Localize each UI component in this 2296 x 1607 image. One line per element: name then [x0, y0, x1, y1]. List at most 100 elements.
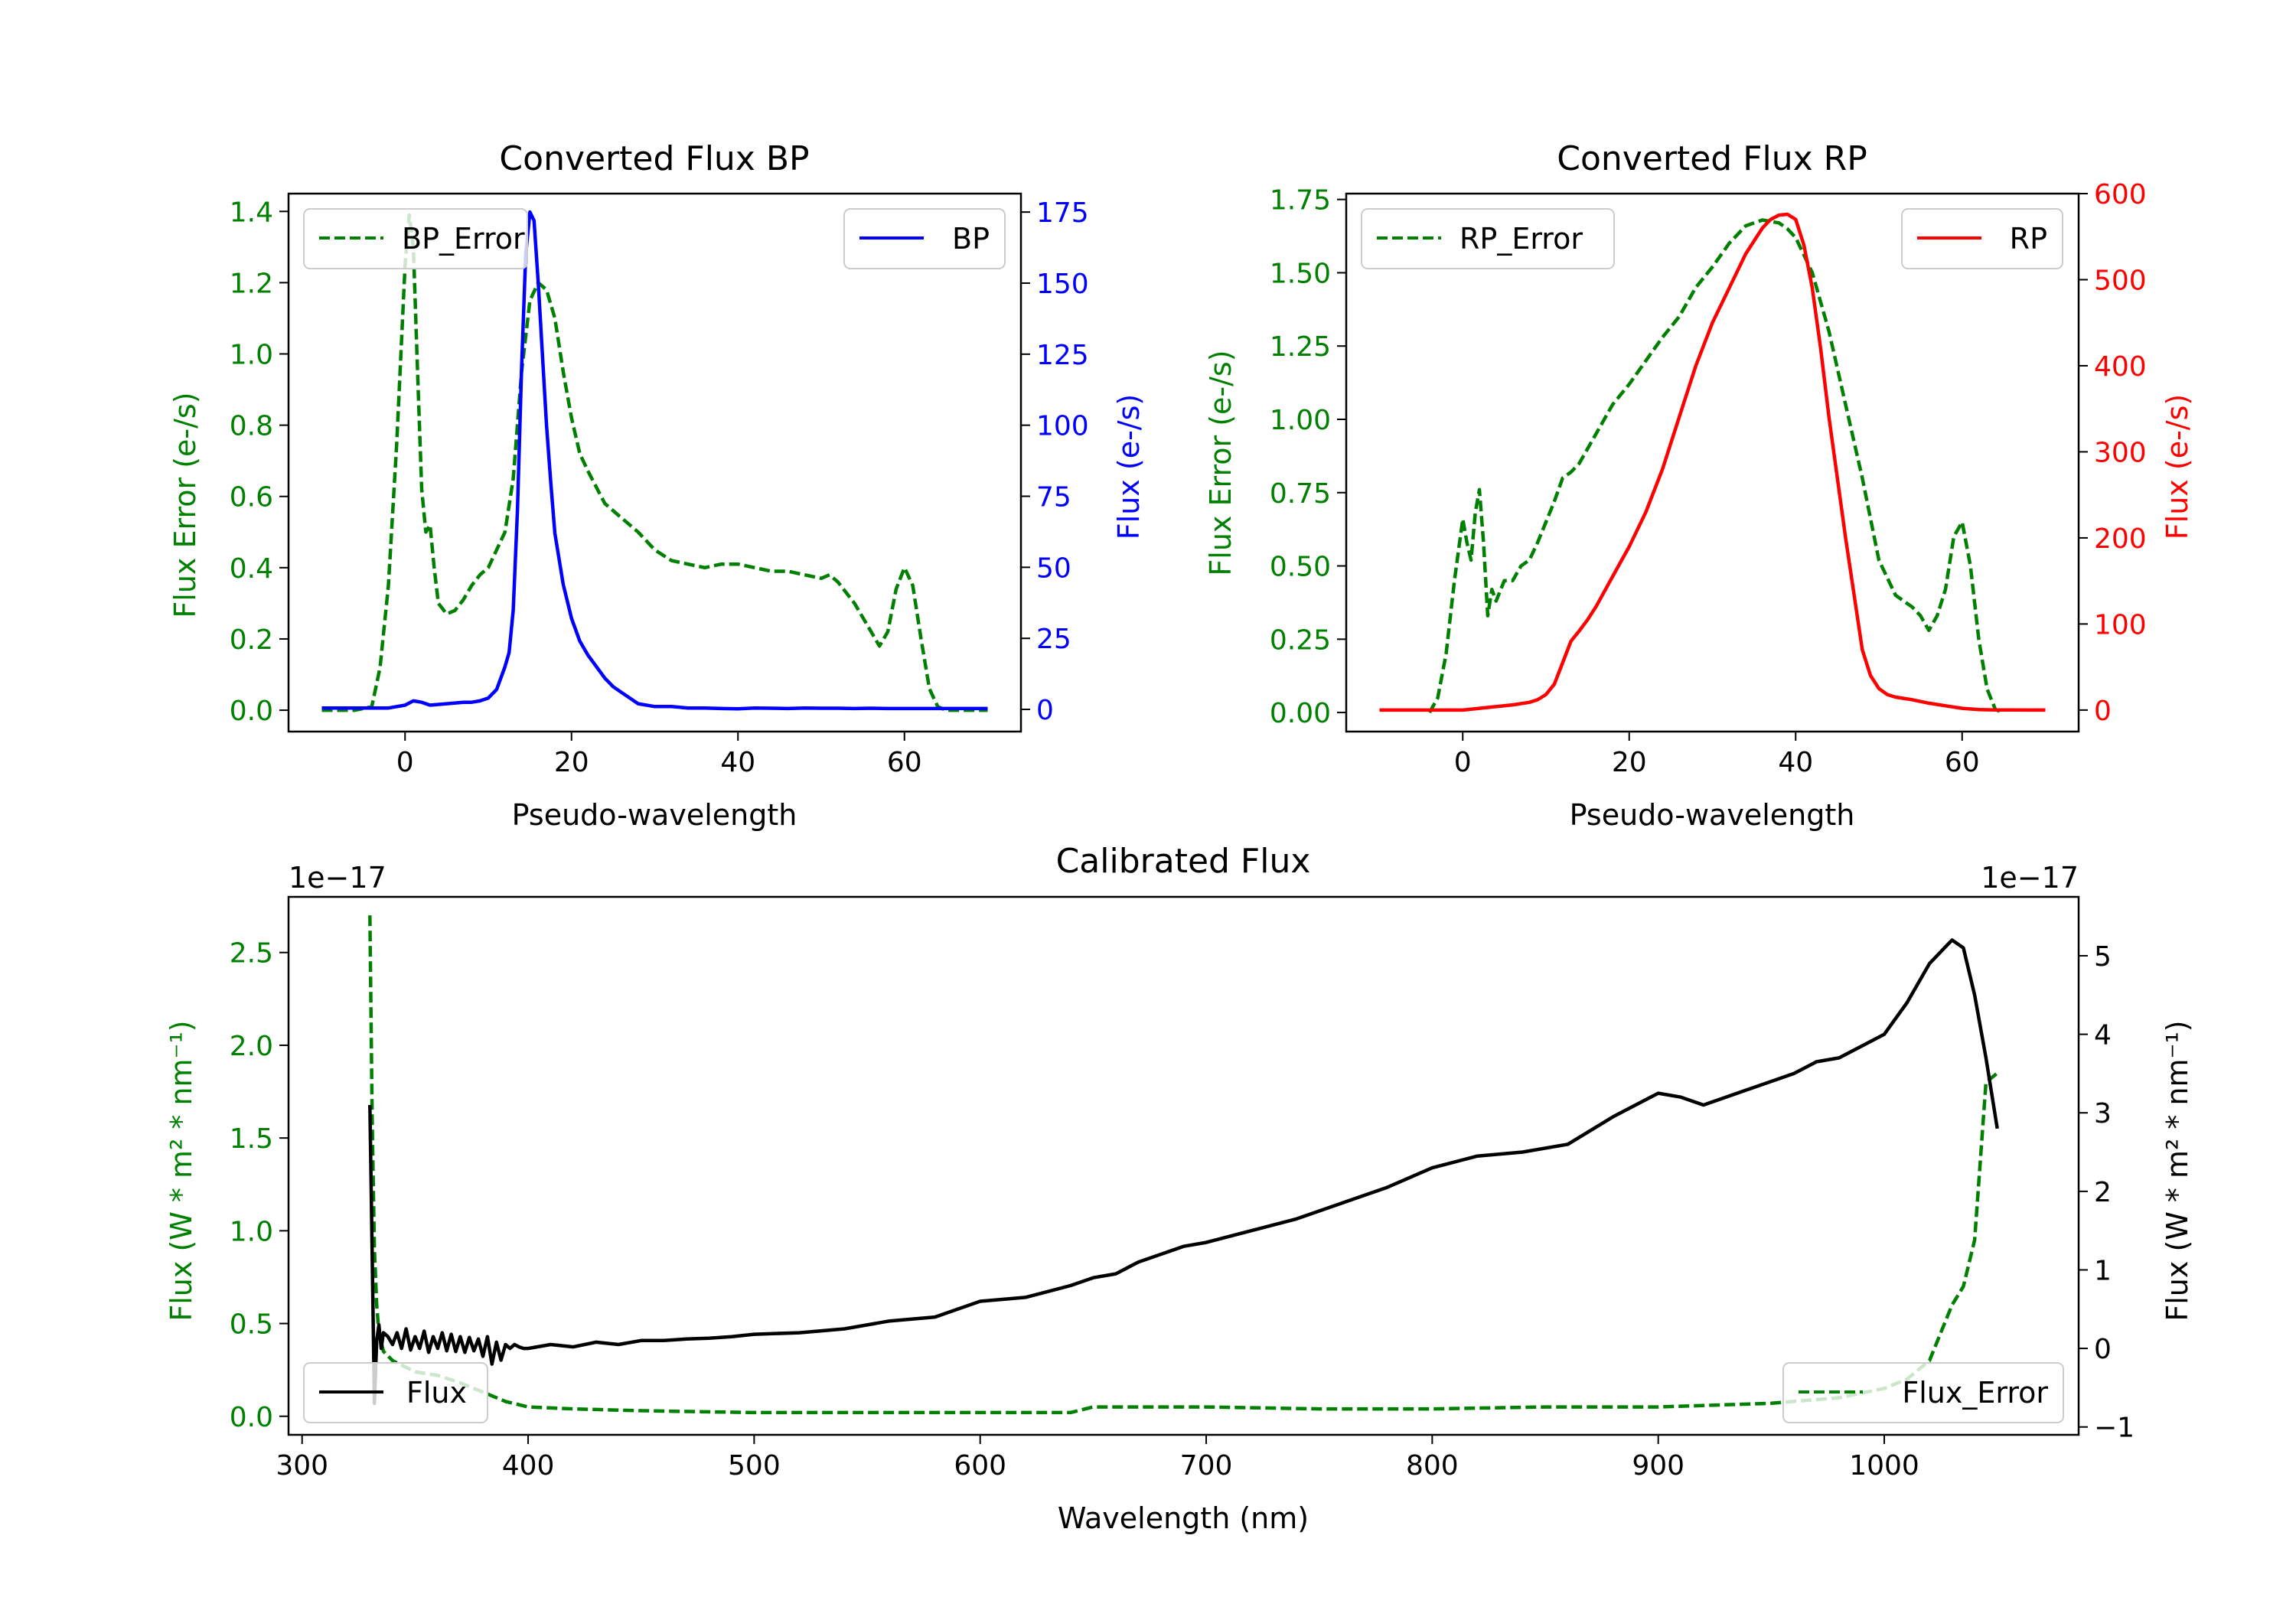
calibrated-xtick-label: 300: [276, 1450, 328, 1482]
calibrated-ytick-right-label: 1: [2094, 1255, 2112, 1286]
bp-title: Converted Flux BP: [499, 139, 809, 178]
calibrated-ytick-left-label: 1.0: [230, 1216, 273, 1247]
rp-series-rp: [1379, 212, 2046, 712]
calibrated-ylabel-left: Flux (W * m² * nm⁻¹): [165, 1020, 198, 1321]
rp-ytick-right-label: 0: [2094, 696, 2112, 727]
bp-legend-right-box: [843, 208, 1006, 269]
calibrated-xtick-label: 700: [1180, 1450, 1233, 1482]
calibrated-xtick-label: 500: [728, 1450, 781, 1482]
calibrated-ytick-right-label: −1: [2094, 1413, 2135, 1444]
bp-ytick-left-label: 0.8: [230, 411, 273, 442]
rp-ytick-left-label: 0.25: [1270, 624, 1331, 656]
bp-ytick-right-label: 0: [1036, 695, 1054, 726]
rp-xlabel: Pseudo-wavelength: [1570, 798, 1855, 832]
rp-xtick-label: 60: [1945, 747, 1980, 778]
bp-ytick-right-label: 100: [1036, 411, 1089, 442]
rp-legend-right-label: RP: [2010, 222, 2047, 256]
bp-xtick-label: 20: [554, 747, 589, 778]
bp-panel: Converted Flux BP Pseudo-wavelength Flux…: [168, 139, 1146, 832]
bp-ytick-right-label: 175: [1036, 197, 1089, 229]
calibrated-ytick-right-label: 5: [2094, 941, 2112, 973]
calibrated-ytick-left-label: 0.5: [230, 1309, 273, 1341]
calibrated-ylabel-right: Flux (W * m² * nm⁻¹): [2161, 1020, 2194, 1321]
bp-xtick-label: 60: [887, 747, 922, 778]
rp-title: Converted Flux RP: [1557, 139, 1867, 178]
bp-ytick-left-label: 1.2: [230, 268, 273, 299]
calibrated-offset-right: 1e−17: [1981, 861, 2079, 895]
rp-ytick-left-label: 1.25: [1270, 331, 1331, 363]
bp-legend-left-label: BP_Error: [402, 222, 525, 256]
calibrated-ytick-left-label: 2.5: [230, 938, 273, 970]
bp-legend-right-label: BP: [952, 222, 990, 256]
rp-legend-right: RP: [1901, 208, 2063, 269]
rp-legend-left: RP_Error: [1361, 208, 1615, 269]
bp-tick-layer: 0 20 40 60 0.0 0.2 0.4 0.6 0.8 1.0 1.2 1.4 0 25 50 75 10…: [230, 197, 1089, 778]
calibrated-ytick-right-label: 0: [2094, 1334, 2112, 1365]
bp-xlabel: Pseudo-wavelength: [512, 798, 797, 832]
calibrated-xtick-label: 800: [1406, 1450, 1459, 1482]
bp-series-bp: [321, 210, 988, 711]
calibrated-series-flux-error: [368, 915, 1999, 1415]
calibrated-xtick-label: 400: [502, 1450, 555, 1482]
calibrated-offset-left: 1e−17: [289, 861, 386, 895]
calibrated-title: Calibrated Flux: [1056, 842, 1311, 881]
bp-ytick-right-label: 125: [1036, 340, 1089, 371]
rp-legend-left-label: RP_Error: [1459, 222, 1583, 256]
bp-ytick-right-label: 75: [1036, 482, 1071, 513]
rp-ytick-right-label: 100: [2094, 609, 2147, 641]
bp-series-bp-error: [321, 213, 988, 712]
bp-ytick-left-label: 0.6: [230, 482, 273, 513]
calibrated-ytick-right-label: 3: [2094, 1098, 2112, 1129]
bp-ytick-left-label: 0.2: [230, 624, 273, 656]
rp-series-layer: [1379, 212, 2046, 715]
rp-ytick-right-label: 600: [2094, 179, 2147, 210]
calibrated-legend-right-label: Flux_Error: [1902, 1376, 2048, 1410]
calibrated-legend-left-label: Flux: [406, 1376, 467, 1410]
bp-xtick-label: 40: [720, 747, 755, 778]
bp-ytick-right-label: 50: [1036, 553, 1071, 584]
rp-ylabel-left: Flux Error (e-/s): [1204, 350, 1238, 575]
rp-axes-frame: [1345, 192, 2080, 733]
rp-xtick-label: 40: [1778, 747, 1813, 778]
calibrated-axes-frame: [287, 895, 2080, 1436]
rp-ytick-left-label: 1.00: [1270, 405, 1331, 436]
bp-axes-frame: [287, 192, 1022, 733]
bp-legend-right: BP: [843, 208, 1006, 269]
bp-ytick-left-label: 0.4: [230, 553, 273, 585]
calibrated-ytick-left-label: 0.0: [230, 1402, 273, 1433]
bp-ytick-left-label: 0.0: [230, 696, 273, 727]
rp-ytick-right-label: 400: [2094, 351, 2147, 383]
bp-ytick-right-label: 25: [1036, 624, 1071, 655]
rp-legend-right-box: [1901, 208, 2063, 269]
rp-tick-layer: 0 20 40 60 0.00 0.25 0.50 0.75 1.00 1.25 1.50 1.75 0…: [1270, 179, 2147, 778]
calibrated-ytick-left-label: 2.0: [230, 1031, 273, 1062]
calibrated-series-flux: [368, 938, 1999, 1406]
rp-xtick-label: 0: [1454, 747, 1472, 778]
bp-ytick-left-label: 1.4: [230, 197, 273, 228]
calibrated-ytick-right-label: 2: [2094, 1177, 2112, 1208]
calibrated-xtick-label: 900: [1632, 1450, 1684, 1482]
rp-ylabel-right: Flux (e-/s): [2161, 394, 2194, 539]
rp-series-rp-error: [1427, 218, 2004, 715]
bp-ytick-left-label: 1.0: [230, 340, 273, 371]
calibrated-legend-right-box: [1782, 1362, 2064, 1423]
bp-ylabel-left: Flux Error (e-/s): [168, 392, 202, 618]
rp-ytick-right-label: 500: [2094, 265, 2147, 296]
calibrated-panel: Calibrated Flux Wavelength (nm) Flux (W …: [165, 842, 2194, 1535]
rp-ytick-left-label: 0.75: [1270, 478, 1331, 510]
rp-ytick-left-label: 0.00: [1270, 698, 1331, 729]
bp-legend-left: BP_Error: [303, 208, 528, 269]
calibrated-series-layer: [368, 915, 1999, 1415]
calibrated-xlabel: Wavelength (nm): [1058, 1501, 1309, 1535]
calibrated-xtick-label: 1000: [1849, 1450, 1919, 1482]
rp-ytick-right-label: 300: [2094, 437, 2147, 468]
rp-ytick-right-label: 200: [2094, 523, 2147, 555]
rp-ytick-left-label: 1.50: [1270, 258, 1331, 289]
calibrated-ytick-right-label: 4: [2094, 1020, 2112, 1051]
rp-ytick-left-label: 1.75: [1270, 185, 1331, 217]
bp-ytick-right-label: 150: [1036, 269, 1089, 300]
bp-ylabel-right: Flux (e-/s): [1112, 394, 1146, 539]
rp-ytick-left-label: 0.50: [1270, 552, 1331, 583]
calibrated-xtick-label: 600: [954, 1450, 1006, 1482]
